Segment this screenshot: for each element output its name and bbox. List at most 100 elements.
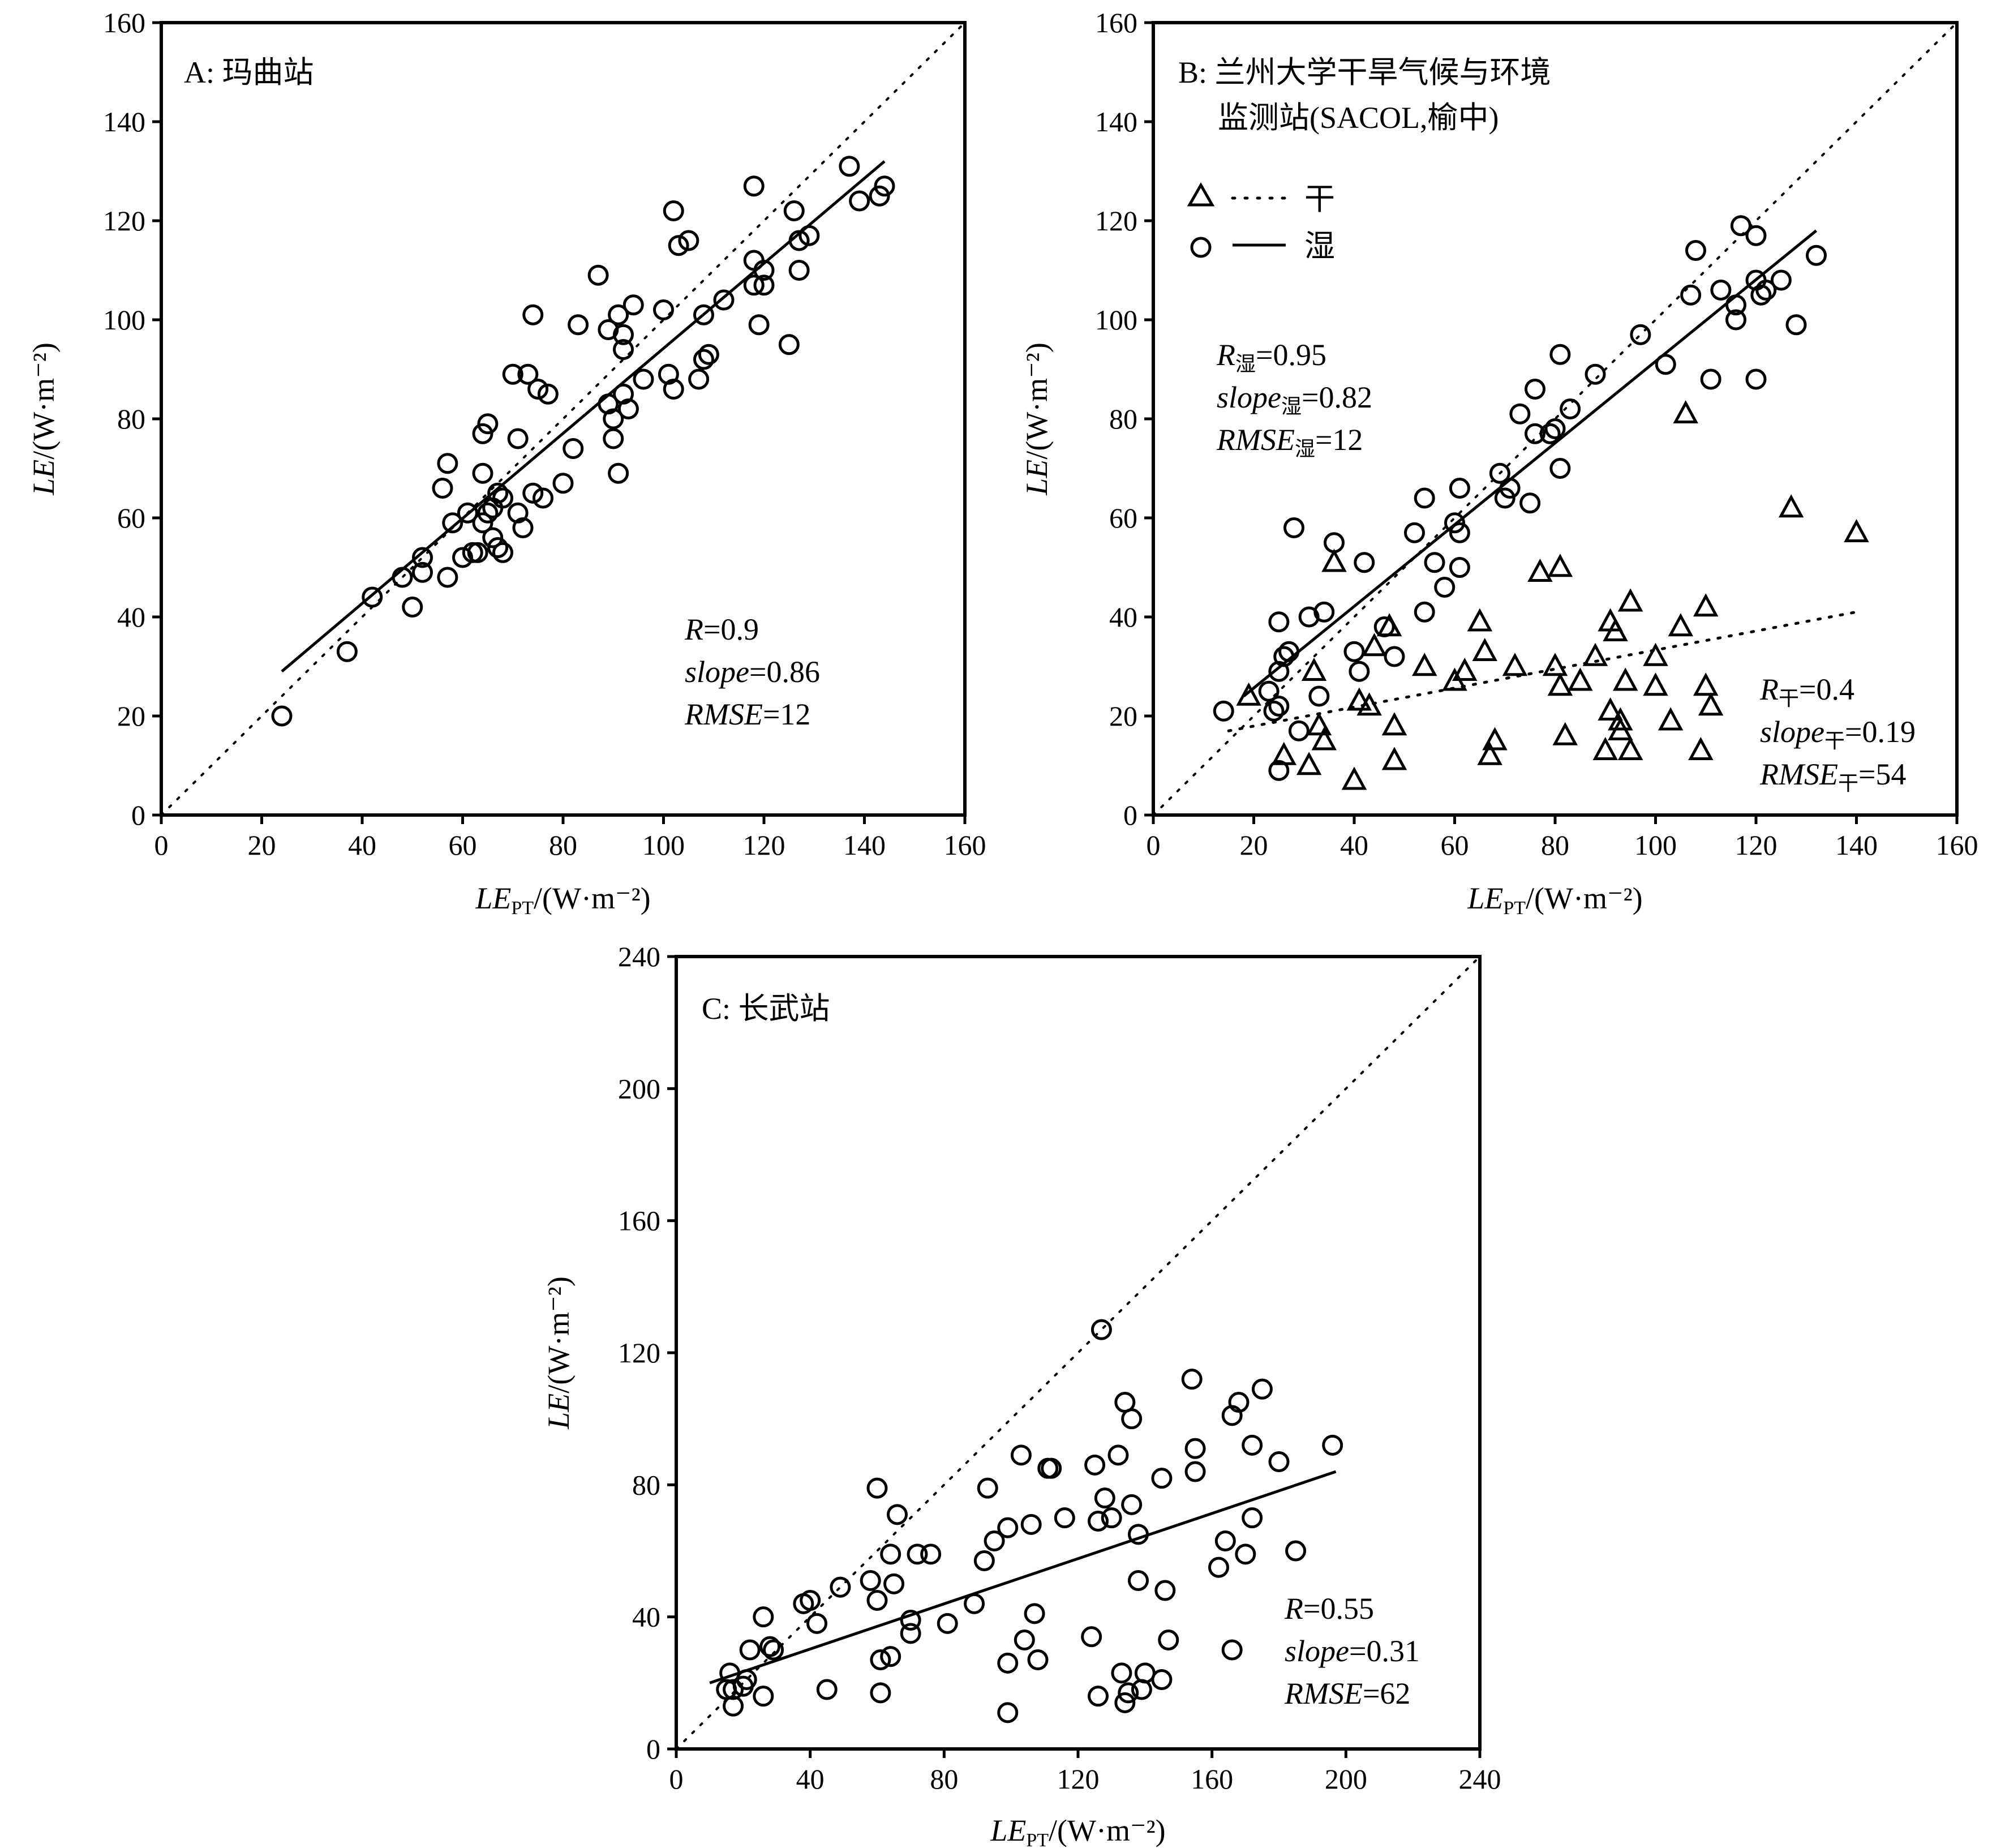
- data-points-wet: [1213, 215, 1827, 781]
- data-point-dry: [1547, 672, 1573, 696]
- data-point: [442, 512, 463, 534]
- data-point-wet: [1268, 611, 1290, 633]
- x-tick-label: 40: [1340, 829, 1368, 861]
- data-point: [816, 1679, 838, 1700]
- legend-triangle-marker: [1187, 182, 1215, 207]
- fit-line-dry: [1227, 610, 1858, 732]
- data-point: [362, 586, 383, 608]
- data-point: [748, 314, 770, 336]
- data-point-dry: [1698, 692, 1724, 716]
- data-point: [663, 200, 684, 221]
- data-point-dry: [1362, 633, 1387, 657]
- data-point: [984, 1530, 1005, 1551]
- data-point: [1128, 1570, 1149, 1591]
- data-point-dry: [1527, 559, 1553, 582]
- data-point: [412, 561, 433, 583]
- y-tick-label: 60: [117, 502, 145, 534]
- data-point-wet: [1630, 324, 1651, 345]
- data-point: [663, 379, 684, 400]
- data-point: [507, 428, 529, 449]
- data-point: [392, 567, 413, 588]
- data-point-wet: [1685, 240, 1706, 261]
- data-point: [432, 478, 453, 499]
- data-point-dry: [1592, 737, 1618, 760]
- data-point: [753, 1606, 774, 1628]
- data-point: [633, 368, 654, 390]
- data-point-wet: [1384, 646, 1405, 667]
- data-point: [1081, 1626, 1102, 1648]
- data-point: [477, 502, 499, 524]
- y-tick-label: 160: [618, 1205, 660, 1237]
- data-point-wet: [1745, 368, 1767, 390]
- data-point-wet: [1549, 458, 1571, 479]
- data-point: [874, 175, 895, 197]
- stat-slope-wet: slope湿=0.82: [1217, 380, 1372, 418]
- x-axis-label: LEPT/(W·m⁻²): [475, 881, 650, 919]
- x-axis-label: LEPT/(W·m⁻²): [990, 1813, 1165, 1848]
- data-point: [603, 428, 624, 449]
- one-to-one-line: [676, 957, 1480, 1749]
- data-point: [693, 349, 714, 370]
- x-tick-label: 80: [1541, 829, 1569, 861]
- data-point: [880, 1543, 901, 1565]
- data-point: [866, 1477, 888, 1499]
- data-point-wet: [1539, 423, 1561, 444]
- y-tick-label: 80: [632, 1469, 660, 1500]
- data-point-wet: [1288, 720, 1310, 741]
- data-point: [1084, 1454, 1106, 1476]
- data-point: [866, 1590, 888, 1611]
- stat-r-wet: R湿=0.95: [1216, 338, 1326, 375]
- stat-slope-dry: slope干=0.19: [1760, 715, 1916, 752]
- data-point: [1088, 1686, 1109, 1707]
- data-point: [477, 413, 499, 435]
- x-tick-label: 100: [642, 829, 685, 861]
- data-point: [482, 527, 504, 548]
- panel-title-line1: B: 兰州大学干旱气候与环境: [1178, 55, 1551, 89]
- data-point-dry: [1341, 766, 1367, 790]
- data-point: [487, 537, 509, 558]
- y-tick-label: 0: [646, 1733, 660, 1765]
- data-point: [839, 156, 860, 177]
- y-tick-label: 160: [103, 7, 145, 38]
- data-point: [1128, 1524, 1149, 1545]
- x-ticks: 0 40 80 120 160 200 240: [669, 1749, 1501, 1795]
- panel-b: 0 20 40 60 80 100 120 140 160 0 20 40 60 80 100 120 140…: [1020, 7, 1978, 919]
- data-point: [1118, 1682, 1139, 1704]
- x-tick-label: 0: [154, 829, 169, 861]
- data-point: [783, 200, 805, 221]
- data-point-dry: [1673, 400, 1699, 423]
- y-tick-label: 120: [103, 205, 145, 237]
- data-point-wet: [1449, 557, 1470, 578]
- data-point: [622, 294, 644, 316]
- data-point: [806, 1613, 827, 1634]
- data-point: [739, 1639, 761, 1661]
- legend-circle-marker: [1190, 237, 1212, 258]
- data-point: [467, 542, 488, 563]
- fit-line: [281, 160, 886, 673]
- data-point: [617, 398, 639, 419]
- data-point: [763, 1639, 784, 1661]
- data-point: [533, 487, 553, 509]
- data-point: [1121, 1408, 1143, 1430]
- data-point: [788, 260, 810, 281]
- x-tick-label: 60: [449, 829, 477, 861]
- data-point: [527, 379, 549, 400]
- data-point: [1242, 1507, 1263, 1529]
- data-point-wet: [1414, 487, 1435, 509]
- data-point: [937, 1613, 958, 1634]
- data-point-wet: [1273, 646, 1295, 667]
- data-point-wet: [1544, 418, 1566, 439]
- data-point-dry: [1617, 588, 1643, 612]
- data-points-dry: [1236, 400, 1869, 790]
- data-point: [437, 567, 458, 588]
- data-point: [1101, 1507, 1122, 1529]
- data-point: [743, 175, 765, 197]
- y-tick-label: 0: [1123, 799, 1137, 831]
- data-point: [753, 260, 775, 281]
- data-point-wet: [1449, 478, 1470, 499]
- stat-slope: slope=0.31: [1285, 1634, 1420, 1668]
- data-point: [900, 1610, 921, 1631]
- data-point: [587, 264, 609, 286]
- data-point-wet: [1404, 522, 1425, 543]
